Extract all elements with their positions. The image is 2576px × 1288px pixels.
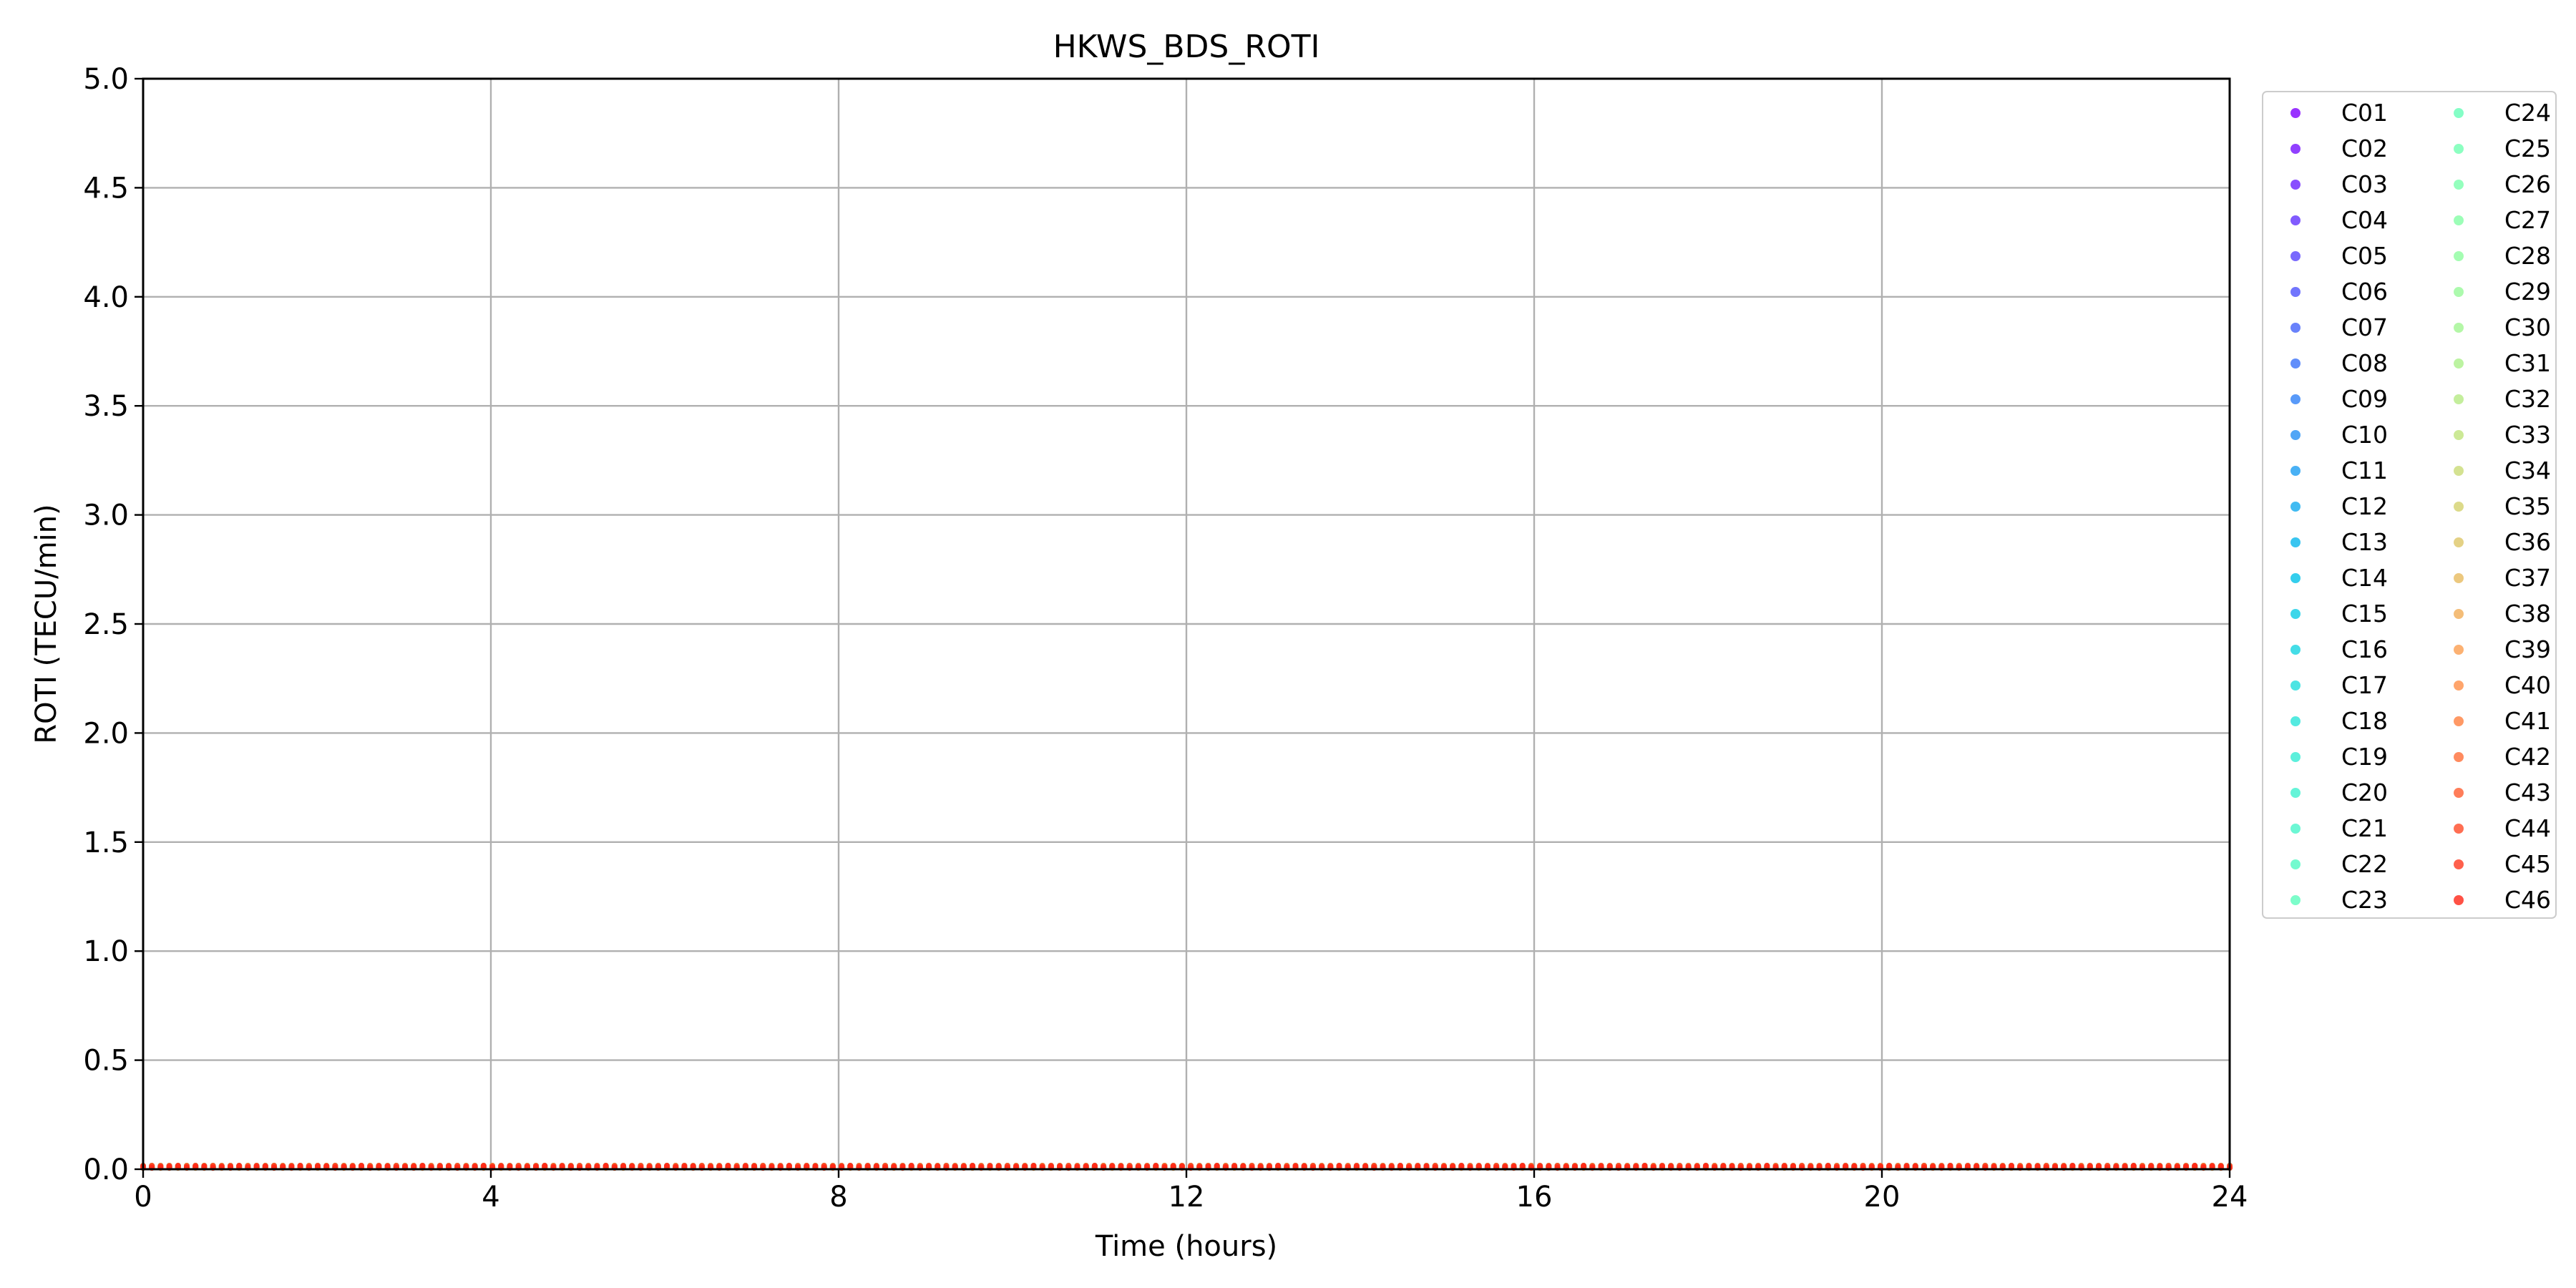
chart-title: HKWS_BDS_ROTI [1053,29,1320,65]
